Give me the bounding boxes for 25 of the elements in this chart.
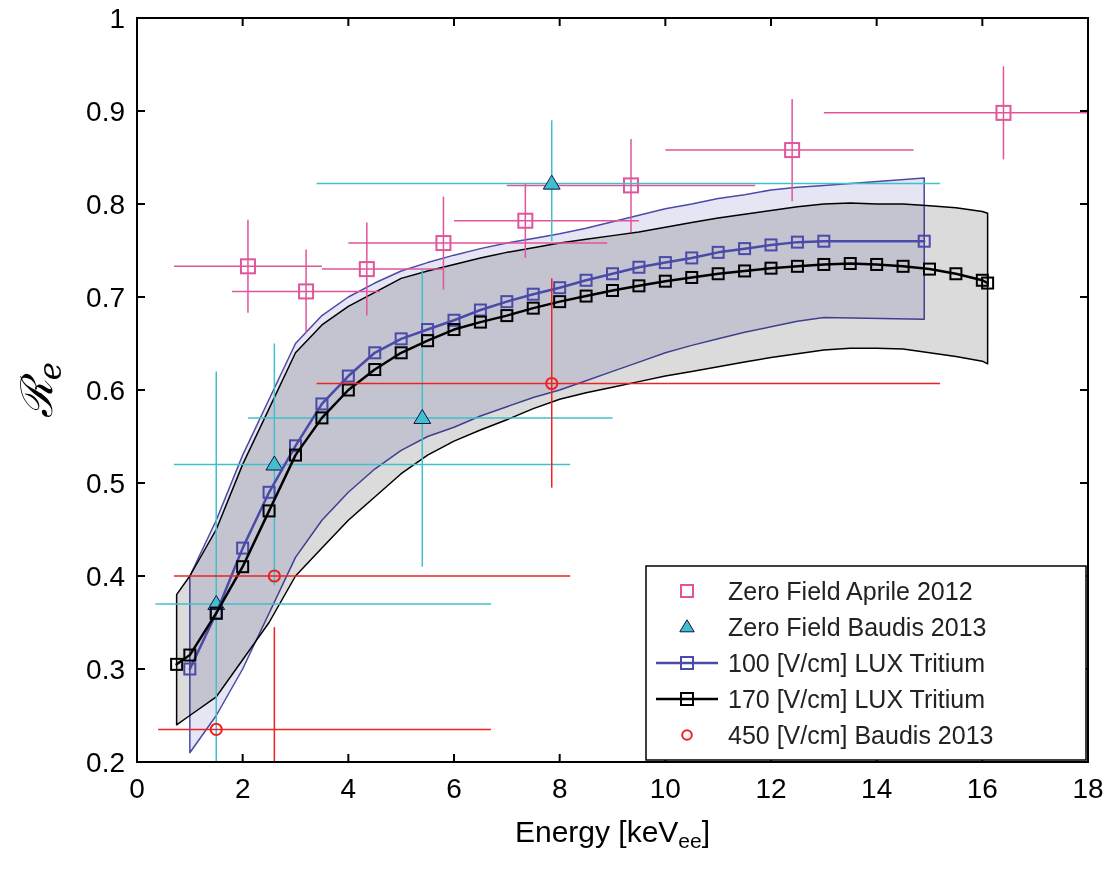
y-tick-label: 0.6 — [86, 375, 125, 406]
y-tick-label: 0.5 — [86, 468, 125, 499]
x-tick-label: 10 — [649, 773, 681, 804]
x-tick-label: 16 — [966, 773, 998, 804]
legend-label: 100 [V/cm] LUX Tritium — [728, 649, 986, 677]
y-tick-label: 0.3 — [86, 654, 125, 685]
x-tick-label: 4 — [340, 773, 357, 804]
x-tick-label: 18 — [1072, 773, 1104, 804]
x-tick-label: 8 — [551, 773, 568, 804]
y-tick-label: 0.2 — [86, 747, 125, 778]
y-tick-label: 0.8 — [86, 189, 125, 220]
y-tick-label: 0.4 — [86, 561, 125, 592]
x-tick-label: 12 — [755, 773, 787, 804]
y-tick-label: 0.7 — [86, 282, 125, 313]
y-tick-label: 1 — [109, 3, 125, 34]
x-tick-label: 0 — [129, 773, 145, 804]
y-tick-label: 0.9 — [86, 96, 125, 127]
x-tick-label: 6 — [446, 773, 462, 804]
x-axis-title: Energy [keV$_{ee}$] — [514, 815, 711, 853]
legend-label: 170 [V/cm] LUX Tritium — [728, 685, 986, 713]
legend-label: 450 [V/cm] Baudis 2013 — [728, 721, 994, 749]
legend-label: Zero Field Baudis 2013 — [728, 613, 987, 641]
legend-label: Zero Field Aprile 2012 — [728, 577, 973, 605]
x-tick-label: 14 — [861, 773, 893, 804]
x-tick-label: 2 — [234, 773, 251, 804]
